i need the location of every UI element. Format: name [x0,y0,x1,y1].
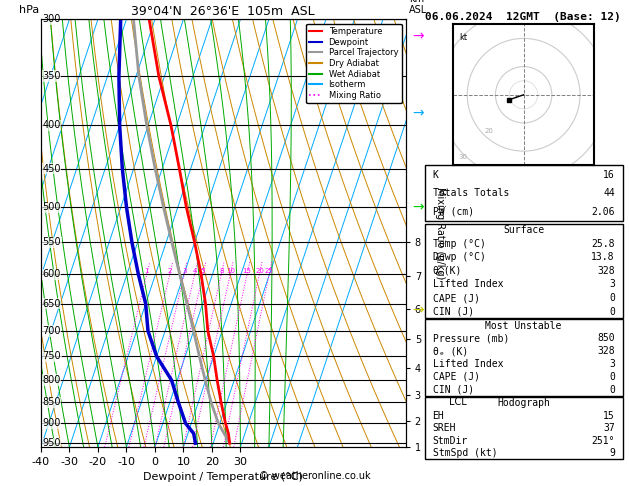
Text: 15: 15 [603,411,615,421]
Text: 850: 850 [597,333,615,344]
Text: 600: 600 [42,269,60,279]
Text: CIN (J): CIN (J) [433,385,474,395]
Text: 5: 5 [201,268,205,274]
Text: →: → [412,30,423,44]
Text: 13.8: 13.8 [591,252,615,262]
Text: 650: 650 [42,299,61,309]
Text: Temp (°C): Temp (°C) [433,239,486,249]
Text: EH: EH [433,411,444,421]
Text: 2: 2 [168,268,172,274]
Text: 8: 8 [219,268,223,274]
Text: 350: 350 [42,71,61,81]
Text: 800: 800 [42,375,60,385]
Text: PW (cm): PW (cm) [433,207,474,217]
Text: 0: 0 [609,385,615,395]
Text: 16: 16 [603,170,615,179]
Text: 500: 500 [42,202,61,212]
Legend: Temperature, Dewpoint, Parcel Trajectory, Dry Adiabat, Wet Adiabat, Isotherm, Mi: Temperature, Dewpoint, Parcel Trajectory… [306,24,401,103]
Text: θₑ(K): θₑ(K) [433,266,462,276]
Text: © weatheronline.co.uk: © weatheronline.co.uk [259,471,370,481]
Text: K: K [433,170,438,179]
Text: 1: 1 [145,268,149,274]
Text: 3: 3 [609,359,615,369]
Text: 251°: 251° [591,435,615,446]
Text: 328: 328 [597,266,615,276]
Text: θₑ (K): θₑ (K) [433,347,468,356]
Text: 450: 450 [42,163,61,174]
Text: kt: kt [459,33,467,42]
Text: 328: 328 [597,347,615,356]
Text: StmDir: StmDir [433,435,468,446]
Text: Pressure (mb): Pressure (mb) [433,333,509,344]
Text: 300: 300 [42,15,60,24]
Text: CAPE (J): CAPE (J) [433,293,479,303]
Text: km
ASL: km ASL [409,0,428,15]
Text: 0: 0 [609,372,615,382]
Text: 900: 900 [42,418,60,428]
Text: →: → [412,303,423,317]
X-axis label: Dewpoint / Temperature (°C): Dewpoint / Temperature (°C) [143,472,303,483]
Text: →: → [412,201,423,215]
Text: 15: 15 [243,268,252,274]
Text: 37: 37 [603,423,615,433]
Text: 10: 10 [226,268,235,274]
Text: Most Unstable: Most Unstable [486,321,562,330]
Text: 950: 950 [42,438,61,448]
Text: SREH: SREH [433,423,456,433]
Text: 44: 44 [603,188,615,198]
Text: CIN (J): CIN (J) [433,307,474,316]
Text: 20: 20 [484,128,493,134]
Text: →: → [412,106,423,121]
Text: Lifted Index: Lifted Index [433,359,503,369]
Text: 400: 400 [42,120,60,130]
Text: Dewp (°C): Dewp (°C) [433,252,486,262]
Text: 9: 9 [609,448,615,458]
Text: Hodograph: Hodograph [497,399,550,408]
Text: 30: 30 [459,154,468,159]
Text: 06.06.2024  12GMT  (Base: 12): 06.06.2024 12GMT (Base: 12) [425,12,620,22]
Text: 850: 850 [42,398,61,407]
Text: Lifted Index: Lifted Index [433,279,503,290]
Text: 20: 20 [255,268,264,274]
Text: 25: 25 [265,268,274,274]
Text: 2.06: 2.06 [591,207,615,217]
Text: Totals Totals: Totals Totals [433,188,509,198]
Text: 550: 550 [42,237,61,247]
Y-axis label: Mixing Ratio (g/kg): Mixing Ratio (g/kg) [435,187,445,279]
Text: 0: 0 [609,293,615,303]
Text: LCL: LCL [450,397,467,406]
Text: 4: 4 [192,268,197,274]
Title: 39°04'N  26°36'E  105m  ASL: 39°04'N 26°36'E 105m ASL [131,5,315,18]
Text: 3: 3 [182,268,187,274]
Text: CAPE (J): CAPE (J) [433,372,479,382]
Text: hPa: hPa [19,5,39,15]
Text: 750: 750 [42,351,61,362]
Text: 25.8: 25.8 [591,239,615,249]
Text: 700: 700 [42,326,61,336]
Text: 0: 0 [609,307,615,316]
Text: 3: 3 [609,279,615,290]
Text: StmSpd (kt): StmSpd (kt) [433,448,497,458]
Text: Surface: Surface [503,226,544,235]
